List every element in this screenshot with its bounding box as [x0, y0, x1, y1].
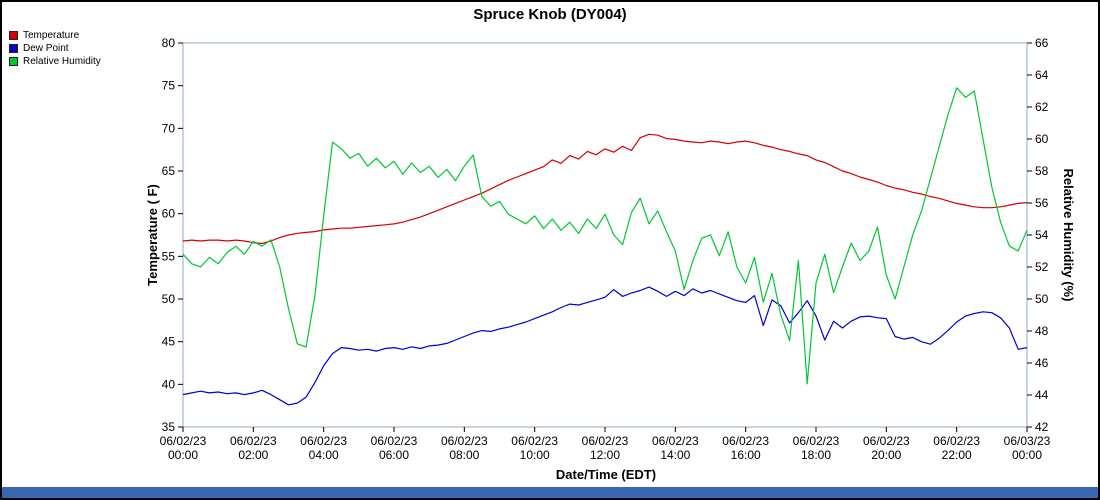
right-axis-tick-label: 58 — [1035, 164, 1049, 178]
x-axis-tick-date: 06/02/23 — [933, 434, 980, 448]
left-axis-tick-label: 70 — [162, 121, 176, 135]
x-axis-tick-time: 20:00 — [871, 448, 901, 462]
x-axis-tick-date: 06/03/23 — [1004, 434, 1051, 448]
x-axis-tick-time: 14:00 — [660, 448, 690, 462]
left-axis-tick-label: 75 — [162, 79, 176, 93]
right-axis-tick-label: 62 — [1035, 100, 1049, 114]
x-axis-tick-date: 06/02/23 — [371, 434, 418, 448]
legend-item-dew-point: Dew Point — [9, 42, 101, 55]
right-axis-tick-label: 56 — [1035, 196, 1049, 210]
series-line-dew-point — [182, 286, 1028, 406]
x-axis-tick-time: 10:00 — [520, 448, 550, 462]
x-axis-tick-time: 00:00 — [1012, 448, 1042, 462]
x-axis-tick-date: 06/02/23 — [652, 434, 699, 448]
x-axis-tick-time: 04:00 — [309, 448, 339, 462]
relative-humidity-swatch — [9, 57, 18, 66]
left-axis-tick-label: 45 — [162, 335, 176, 349]
dew-point-swatch — [9, 44, 18, 53]
left-axis-tick-label: 40 — [162, 377, 176, 391]
left-axis-tick-label: 50 — [162, 292, 176, 306]
plot-frame — [182, 42, 1028, 428]
footer-bar — [2, 487, 1098, 498]
left-axis-tick-label: 55 — [162, 249, 176, 263]
temperature-swatch — [9, 31, 18, 40]
right-axis-tick-label: 50 — [1035, 292, 1049, 306]
x-axis-tick-date: 06/02/23 — [441, 434, 488, 448]
legend-label-dew-point: Dew Point — [23, 43, 69, 54]
right-axis-tick-label: 42 — [1035, 420, 1049, 434]
left-axis-tick-label: 65 — [162, 164, 176, 178]
legend-label-relative-humidity: Relative Humidity — [23, 56, 101, 67]
chart-title: Spruce Knob (DY004) — [473, 6, 627, 23]
right-axis-tick-label: 52 — [1035, 260, 1049, 274]
right-axis-tick-label: 64 — [1035, 68, 1049, 82]
right-axis-tick-label: 66 — [1035, 36, 1049, 50]
x-axis-tick-date: 06/02/23 — [511, 434, 558, 448]
x-axis-tick-time: 00:00 — [168, 448, 198, 462]
x-axis-tick-time: 06:00 — [379, 448, 409, 462]
x-axis-tick-time: 12:00 — [590, 448, 620, 462]
left-axis-tick-label: 35 — [162, 420, 176, 434]
right-axis-tick-label: 48 — [1035, 324, 1049, 338]
legend-item-temperature: Temperature — [9, 29, 101, 42]
right-axis-tick-label: 54 — [1035, 228, 1049, 242]
x-axis-tick-date: 06/02/23 — [230, 434, 277, 448]
x-axis-tick-time: 08:00 — [449, 448, 479, 462]
chart-legend: Temperature Dew Point Relative Humidity — [9, 29, 101, 68]
x-axis-tick-date: 06/02/23 — [863, 434, 910, 448]
x-axis-tick-time: 22:00 — [942, 448, 972, 462]
x-axis-tick-date: 06/02/23 — [300, 434, 347, 448]
x-axis-title: Date/Time (EDT) — [556, 467, 656, 482]
left-axis-tick-label: 80 — [162, 36, 176, 50]
right-axis-tick-label: 46 — [1035, 356, 1049, 370]
legend-label-temperature: Temperature — [23, 30, 80, 41]
x-axis-tick-date: 06/02/23 — [582, 434, 629, 448]
x-axis-tick-time: 18:00 — [801, 448, 831, 462]
chart-canvas: 35 40 45 50 55 60 65 70 75 80 42 44 46 48 50 52 54 56 58 60… — [145, 36, 1076, 482]
plot-layer: 35 40 45 50 55 60 65 70 75 80 42 44 46 48 50 52 54 56 58 60… — [160, 36, 1051, 462]
right-axis-title: Relative Humidity (%) — [1061, 169, 1076, 302]
right-axis-tick-label: 44 — [1035, 388, 1049, 402]
x-axis-tick-time: 16:00 — [731, 448, 761, 462]
x-axis-tick-date: 06/02/23 — [793, 434, 840, 448]
series-line-temperature — [182, 133, 1028, 245]
legend-item-relative-humidity: Relative Humidity — [9, 55, 101, 68]
x-axis-tick-date: 06/02/23 — [160, 434, 207, 448]
left-axis-tick-label: 60 — [162, 207, 176, 221]
right-axis-tick-label: 60 — [1035, 132, 1049, 146]
left-axis-title: Temperature ( F) — [145, 184, 160, 286]
x-axis-tick-time: 02:00 — [238, 448, 268, 462]
x-axis-tick-date: 06/02/23 — [722, 434, 769, 448]
series-line-relative-humidity — [182, 87, 1028, 385]
